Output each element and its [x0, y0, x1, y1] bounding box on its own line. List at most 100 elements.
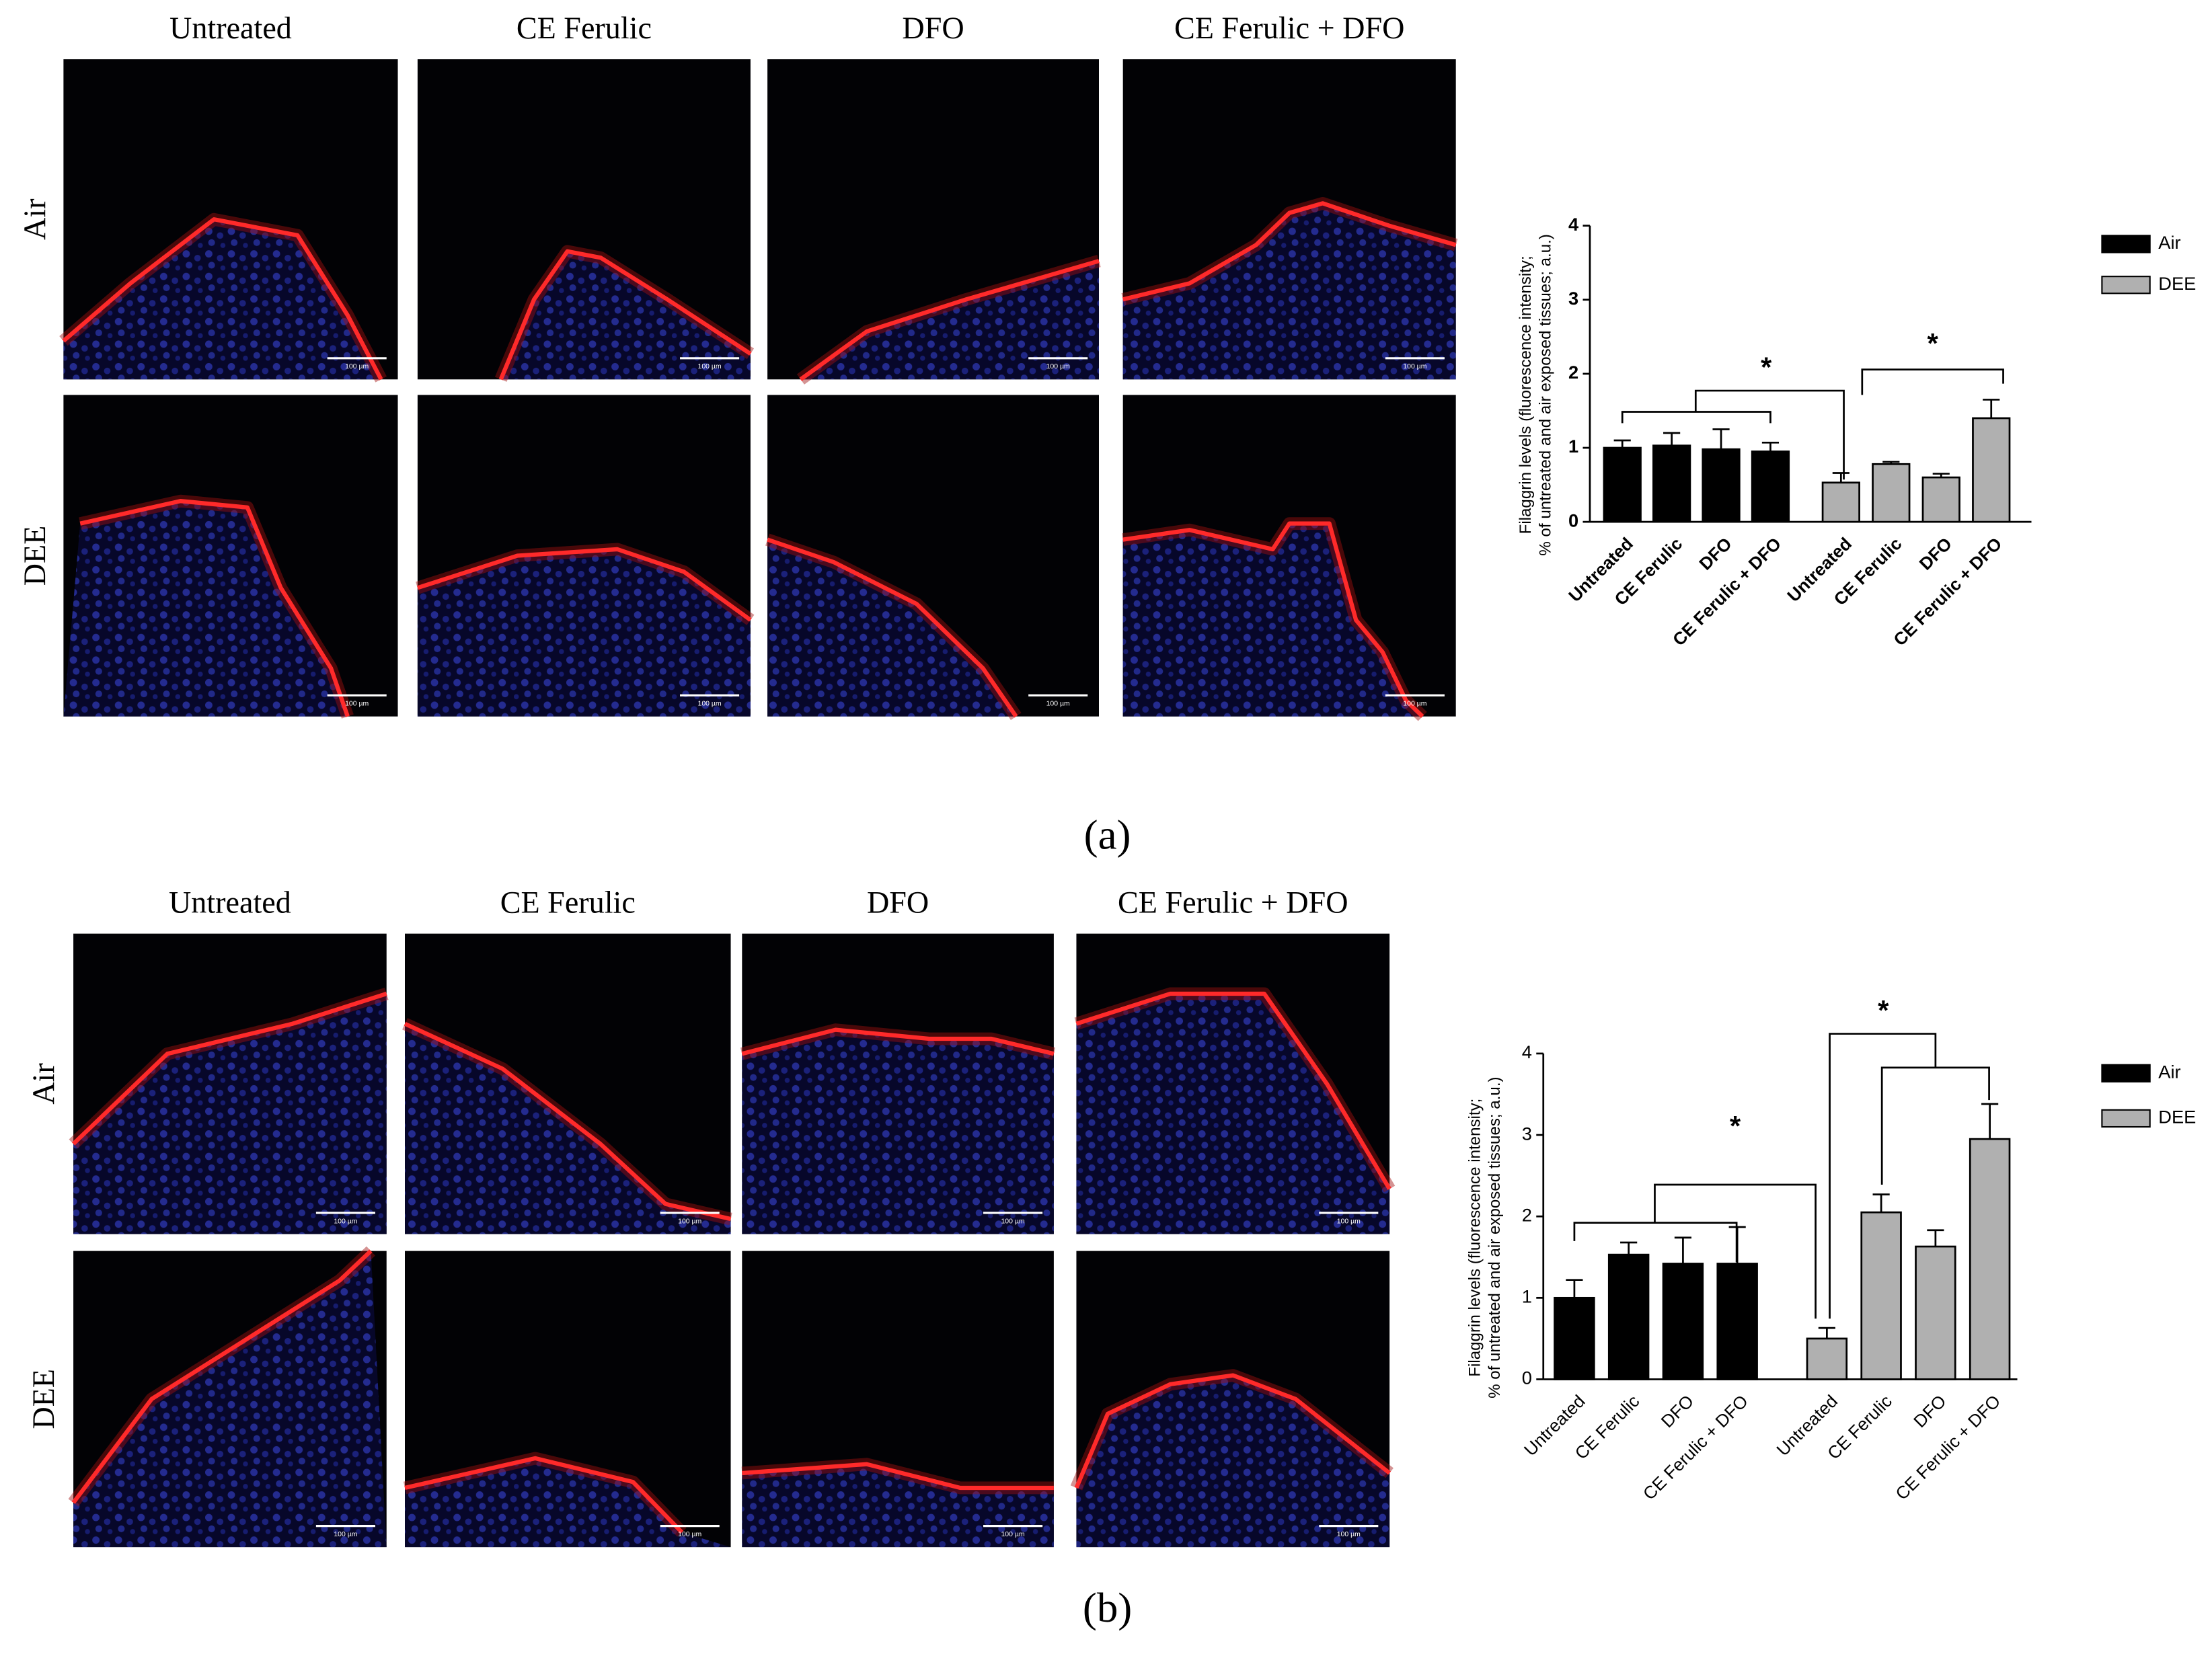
- bar: [1972, 417, 2011, 523]
- filaggrin-stain: [742, 1462, 1054, 1491]
- scale-bar-label: 100 µm: [1337, 1531, 1361, 1538]
- filaggrin-stain: [71, 992, 387, 1146]
- scale-bar-label: 100 µm: [345, 701, 369, 708]
- filaggrin-stain: [1074, 1373, 1391, 1489]
- legend-swatch: [2101, 276, 2151, 294]
- x-tick-label: DFO: [1657, 1391, 1698, 1431]
- row-label: Air: [26, 1063, 61, 1105]
- bar: [1806, 1337, 1848, 1380]
- tissue-nuclei: [742, 1464, 1054, 1548]
- tissue-nuclei: [417, 251, 751, 380]
- significance-star: *: [1878, 994, 1889, 1026]
- y-tick-label: 4: [1522, 1041, 1532, 1062]
- filaggrin-stain: [62, 217, 383, 381]
- filaggrin-stain: [498, 249, 752, 381]
- legend-label: Air: [2158, 1062, 2180, 1082]
- y-axis-label: % of untreated and air exposed tissues; …: [1486, 1076, 1504, 1398]
- x-tick-label: DFO: [1915, 533, 1956, 574]
- filaggrin-stain: [1075, 991, 1391, 1191]
- x-tick-label: CE Ferulic + DFO: [1639, 1391, 1752, 1504]
- bar: [1652, 444, 1691, 523]
- filaggrin-stain: [1122, 201, 1457, 302]
- filaggrin-stain: [416, 547, 752, 622]
- scale-bar-label: 100 µm: [1337, 1218, 1361, 1225]
- bar: [1607, 1253, 1650, 1380]
- significance-star: *: [1730, 1110, 1741, 1142]
- filaggrin-stain: [1122, 521, 1424, 718]
- tissue-nuclei: [1076, 1375, 1390, 1548]
- column-title: CE Ferulic + DFO: [1118, 885, 1348, 919]
- y-axis-label: Filaggrin levels (fluorescence intensity…: [1465, 1099, 1484, 1377]
- y-tick-label: 4: [1568, 214, 1579, 235]
- column-title: DFO: [902, 11, 964, 45]
- y-axis-label: % of untreated and air exposed tissues; …: [1536, 234, 1554, 555]
- filaggrin-stain: [71, 1249, 373, 1504]
- bar: [1603, 446, 1642, 523]
- tissue-nuclei: [63, 219, 398, 380]
- significance-star: *: [1761, 352, 1772, 383]
- tissue-nuclei: [767, 539, 1100, 717]
- tissue-nuclei: [767, 261, 1100, 380]
- bar: [1751, 450, 1790, 523]
- row-label: DEE: [17, 526, 52, 586]
- filaggrin-stain: [741, 1027, 1055, 1056]
- legend-swatch: [2101, 1064, 2151, 1082]
- bar: [1921, 476, 1960, 523]
- legend-swatch: [2101, 235, 2151, 253]
- tissue-nuclei: [73, 993, 387, 1234]
- column-title: CE Ferulic: [517, 11, 652, 45]
- tissue-nuclei: [405, 1458, 731, 1548]
- scale-bar-label: 100 µm: [678, 1218, 701, 1225]
- significance-star: *: [1928, 327, 1939, 359]
- significance-brackets: [1621, 368, 2004, 480]
- scale-bar-label: 100 µm: [334, 1218, 357, 1225]
- tissue-nuclei: [405, 1023, 731, 1234]
- y-tick-label: 0: [1522, 1368, 1532, 1388]
- bar: [1969, 1138, 2011, 1380]
- y-axis-label: Filaggrin levels (fluorescence intensity…: [1517, 255, 1535, 534]
- column-title: CE Ferulic + DFO: [1174, 11, 1404, 45]
- column-title: Untreated: [169, 11, 292, 45]
- scale-bar-label: 100 µm: [698, 363, 722, 370]
- bar: [1716, 1263, 1758, 1380]
- tissue-nuclei: [742, 1029, 1054, 1234]
- row-label: Air: [17, 198, 52, 240]
- scale-bar-label: 100 µm: [698, 701, 722, 708]
- column-title: CE Ferulic: [500, 885, 636, 919]
- scale-bar-label: 100 µm: [1001, 1218, 1024, 1225]
- filaggrin-stain: [79, 499, 350, 717]
- bar: [1662, 1263, 1704, 1380]
- tissue-nuclei: [417, 549, 751, 717]
- scale-bar-label: 100 µm: [1046, 701, 1070, 708]
- bar: [1554, 1296, 1595, 1380]
- y-tick-label: 2: [1568, 362, 1578, 383]
- filaggrin-stain: [799, 259, 1100, 381]
- column-title: Untreated: [169, 885, 291, 919]
- scale-bar-label: 100 µm: [1046, 363, 1070, 370]
- legend-label: DEE: [2158, 273, 2196, 294]
- x-tick-label: DFO: [1909, 1391, 1950, 1431]
- legend-swatch: [2101, 1109, 2151, 1128]
- legend-label: DEE: [2158, 1107, 2196, 1128]
- bar: [1872, 463, 1911, 523]
- scale-bar-label: 100 µm: [1403, 701, 1426, 708]
- bar: [1860, 1211, 1902, 1380]
- y-tick-label: 0: [1568, 510, 1578, 530]
- bar: [1821, 481, 1860, 523]
- row-label: DEE: [26, 1369, 61, 1429]
- significance-brackets: [1573, 1033, 1990, 1319]
- legend-label: Air: [2158, 232, 2180, 253]
- column-title: DFO: [867, 885, 929, 919]
- panel-label: (a): [1084, 812, 1131, 859]
- y-tick-label: 3: [1568, 288, 1578, 309]
- y-tick-label: 2: [1522, 1204, 1532, 1225]
- bar: [1915, 1245, 1956, 1380]
- filaggrin-stain: [767, 537, 1018, 718]
- y-tick-label: 1: [1568, 436, 1578, 457]
- scale-bar-label: 100 µm: [345, 363, 369, 370]
- tissue-nuclei: [1076, 993, 1390, 1234]
- filaggrin-stain: [404, 1456, 684, 1534]
